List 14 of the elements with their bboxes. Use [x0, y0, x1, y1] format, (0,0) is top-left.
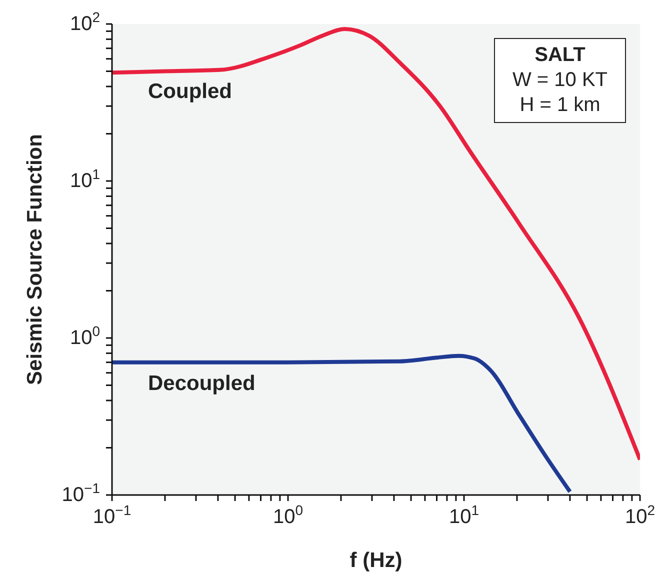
note-box: SALT W = 10 KT H = 1 km — [494, 38, 626, 123]
y-tick-label: 10$^{1}$ — [70, 166, 100, 192]
x-tick-label: 10$^{0}$ — [272, 502, 304, 528]
x-tick-label: 10$^{1}$ — [448, 502, 480, 528]
y-axis-title: Seismic Source Function — [23, 134, 46, 385]
annotation: SALT — [534, 43, 586, 68]
annotation: W = 10 KT — [511, 68, 609, 93]
series-label: Coupled — [148, 80, 232, 104]
series-label: Decoupled — [148, 372, 256, 396]
x-axis-title: f (Hz) — [350, 549, 402, 572]
y-tick-label: 10$^{2}$ — [70, 9, 100, 35]
x-tick-label: 10$^{2}$ — [624, 502, 656, 528]
annotation: H = 1 km — [518, 93, 602, 118]
y-tick-label: 10$^{0}$ — [70, 323, 100, 349]
